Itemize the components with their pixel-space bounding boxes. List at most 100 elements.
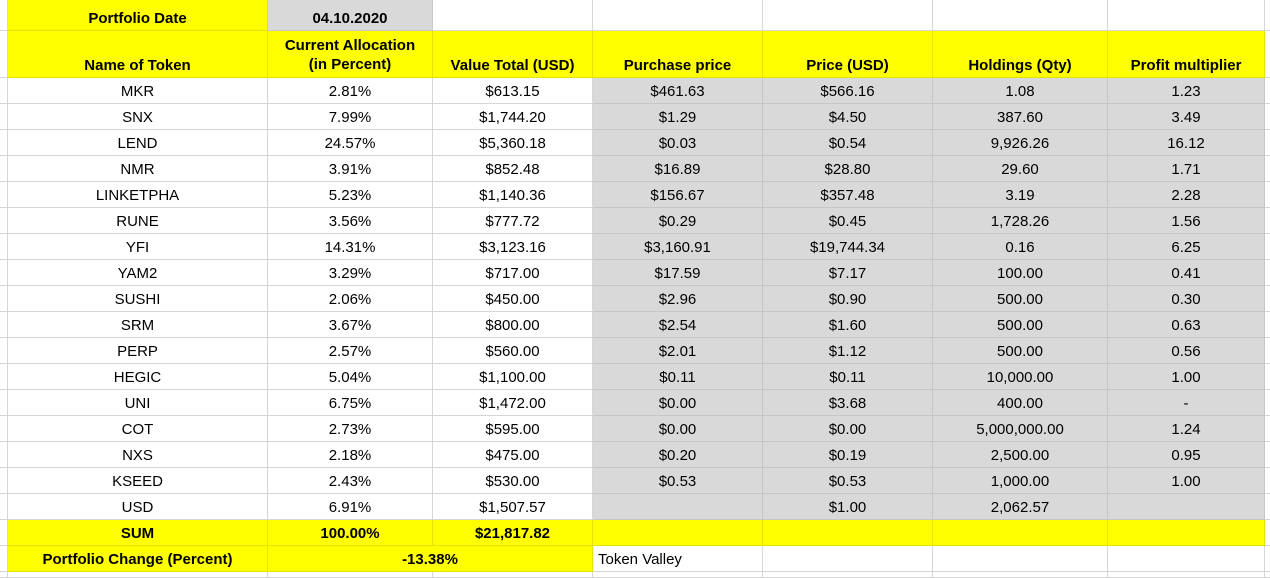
- header-purchase-price[interactable]: Purchase price: [593, 31, 763, 78]
- holdings-cell[interactable]: 100.00: [933, 260, 1108, 286]
- allocation-cell[interactable]: 14.31%: [268, 234, 433, 260]
- price-cell[interactable]: $0.53: [763, 468, 933, 494]
- value-total-cell[interactable]: $717.00: [433, 260, 593, 286]
- price-cell[interactable]: $357.48: [763, 182, 933, 208]
- price-cell[interactable]: $3.68: [763, 390, 933, 416]
- price-cell[interactable]: $7.17: [763, 260, 933, 286]
- purchase-price-cell[interactable]: $0.00: [593, 416, 763, 442]
- token-name-cell[interactable]: USD: [8, 494, 268, 520]
- holdings-cell[interactable]: 29.60: [933, 156, 1108, 182]
- holdings-cell[interactable]: 9,926.26: [933, 130, 1108, 156]
- token-name-cell[interactable]: LINKETPHA: [8, 182, 268, 208]
- purchase-price-cell[interactable]: $0.29: [593, 208, 763, 234]
- profit-multiplier-cell[interactable]: 0.41: [1108, 260, 1265, 286]
- purchase-price-cell[interactable]: $0.03: [593, 130, 763, 156]
- holdings-cell[interactable]: 500.00: [933, 312, 1108, 338]
- price-cell[interactable]: $0.45: [763, 208, 933, 234]
- empty-cell[interactable]: [763, 0, 933, 31]
- header-price[interactable]: Price (USD): [763, 31, 933, 78]
- purchase-price-cell[interactable]: $0.11: [593, 364, 763, 390]
- profit-multiplier-cell[interactable]: 0.95: [1108, 442, 1265, 468]
- allocation-cell[interactable]: 3.67%: [268, 312, 433, 338]
- empty-cell[interactable]: [763, 546, 933, 572]
- price-cell[interactable]: $566.16: [763, 78, 933, 104]
- profit-multiplier-cell[interactable]: 2.28: [1108, 182, 1265, 208]
- token-name-cell[interactable]: MKR: [8, 78, 268, 104]
- token-name-cell[interactable]: SRM: [8, 312, 268, 338]
- token-name-cell[interactable]: HEGIC: [8, 364, 268, 390]
- allocation-cell[interactable]: 2.73%: [268, 416, 433, 442]
- empty-cell[interactable]: [1108, 572, 1265, 578]
- allocation-cell[interactable]: 24.57%: [268, 130, 433, 156]
- profit-multiplier-cell[interactable]: [1108, 494, 1265, 520]
- empty-cell[interactable]: [433, 572, 593, 578]
- value-total-cell[interactable]: $475.00: [433, 442, 593, 468]
- token-name-cell[interactable]: NMR: [8, 156, 268, 182]
- value-total-cell[interactable]: $560.00: [433, 338, 593, 364]
- empty-cell[interactable]: [1108, 520, 1265, 546]
- profit-multiplier-cell[interactable]: 1.00: [1108, 468, 1265, 494]
- profit-multiplier-cell[interactable]: 0.63: [1108, 312, 1265, 338]
- purchase-price-cell[interactable]: $3,160.91: [593, 234, 763, 260]
- portfolio-date-label[interactable]: Portfolio Date: [8, 0, 268, 31]
- portfolio-date-value[interactable]: 04.10.2020: [268, 0, 433, 31]
- sum-value[interactable]: $21,817.82: [433, 520, 593, 546]
- holdings-cell[interactable]: 500.00: [933, 286, 1108, 312]
- purchase-price-cell[interactable]: $2.01: [593, 338, 763, 364]
- purchase-price-cell[interactable]: $0.00: [593, 390, 763, 416]
- empty-cell[interactable]: [933, 0, 1108, 31]
- allocation-cell[interactable]: 5.23%: [268, 182, 433, 208]
- profit-multiplier-cell[interactable]: 1.23: [1108, 78, 1265, 104]
- token-name-cell[interactable]: YFI: [8, 234, 268, 260]
- purchase-price-cell[interactable]: $461.63: [593, 78, 763, 104]
- price-cell[interactable]: $1.12: [763, 338, 933, 364]
- header-name-of-token[interactable]: Name of Token: [8, 31, 268, 78]
- allocation-cell[interactable]: 7.99%: [268, 104, 433, 130]
- value-total-cell[interactable]: $1,744.20: [433, 104, 593, 130]
- holdings-cell[interactable]: 0.16: [933, 234, 1108, 260]
- empty-cell[interactable]: [268, 572, 433, 578]
- allocation-cell[interactable]: 2.18%: [268, 442, 433, 468]
- empty-cell[interactable]: [763, 520, 933, 546]
- holdings-cell[interactable]: 3.19: [933, 182, 1108, 208]
- allocation-cell[interactable]: 6.75%: [268, 390, 433, 416]
- price-cell[interactable]: $1.60: [763, 312, 933, 338]
- token-name-cell[interactable]: KSEED: [8, 468, 268, 494]
- header-current-allocation[interactable]: Current Allocation (in Percent): [268, 31, 433, 78]
- token-name-cell[interactable]: PERP: [8, 338, 268, 364]
- portfolio-change-value[interactable]: -13.38%: [268, 546, 593, 572]
- token-name-cell[interactable]: SUSHI: [8, 286, 268, 312]
- portfolio-change-label[interactable]: Portfolio Change (Percent): [8, 546, 268, 572]
- value-total-cell[interactable]: $5,360.18: [433, 130, 593, 156]
- purchase-price-cell[interactable]: $0.53: [593, 468, 763, 494]
- allocation-cell[interactable]: 2.81%: [268, 78, 433, 104]
- empty-cell[interactable]: [8, 572, 268, 578]
- price-cell[interactable]: $0.11: [763, 364, 933, 390]
- price-cell[interactable]: $1.00: [763, 494, 933, 520]
- purchase-price-cell[interactable]: $1.29: [593, 104, 763, 130]
- purchase-price-cell[interactable]: $0.20: [593, 442, 763, 468]
- token-name-cell[interactable]: NXS: [8, 442, 268, 468]
- profit-multiplier-cell[interactable]: 6.25: [1108, 234, 1265, 260]
- profit-multiplier-cell[interactable]: 0.30: [1108, 286, 1265, 312]
- profit-multiplier-cell[interactable]: 1.56: [1108, 208, 1265, 234]
- holdings-cell[interactable]: 10,000.00: [933, 364, 1108, 390]
- value-total-cell[interactable]: $3,123.16: [433, 234, 593, 260]
- allocation-cell[interactable]: 3.56%: [268, 208, 433, 234]
- allocation-cell[interactable]: 2.57%: [268, 338, 433, 364]
- price-cell[interactable]: $28.80: [763, 156, 933, 182]
- allocation-cell[interactable]: 2.06%: [268, 286, 433, 312]
- allocation-cell[interactable]: 5.04%: [268, 364, 433, 390]
- value-total-cell[interactable]: $530.00: [433, 468, 593, 494]
- holdings-cell[interactable]: 2,500.00: [933, 442, 1108, 468]
- header-holdings[interactable]: Holdings (Qty): [933, 31, 1108, 78]
- allocation-cell[interactable]: 3.91%: [268, 156, 433, 182]
- purchase-price-cell[interactable]: $2.96: [593, 286, 763, 312]
- value-total-cell[interactable]: $1,140.36: [433, 182, 593, 208]
- profit-multiplier-cell[interactable]: 0.56: [1108, 338, 1265, 364]
- profit-multiplier-cell[interactable]: 1.24: [1108, 416, 1265, 442]
- empty-cell[interactable]: [593, 572, 763, 578]
- holdings-cell[interactable]: 387.60: [933, 104, 1108, 130]
- profit-multiplier-cell[interactable]: 16.12: [1108, 130, 1265, 156]
- holdings-cell[interactable]: 500.00: [933, 338, 1108, 364]
